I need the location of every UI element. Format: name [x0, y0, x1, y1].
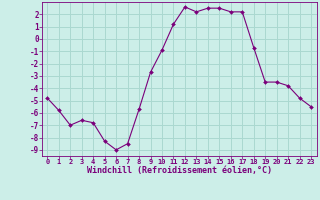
X-axis label: Windchill (Refroidissement éolien,°C): Windchill (Refroidissement éolien,°C)	[87, 166, 272, 175]
